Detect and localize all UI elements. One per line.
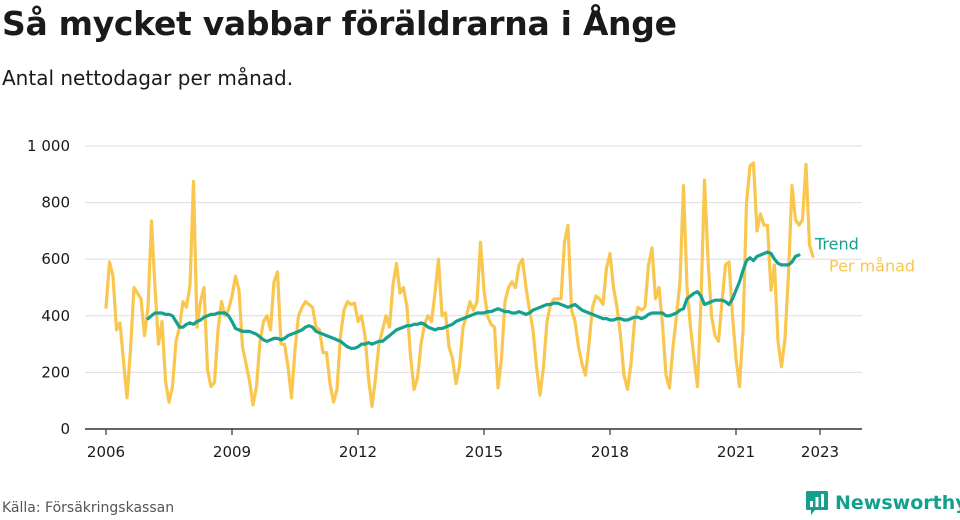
brand-logo[interactable]: Newsworthy — [805, 490, 960, 516]
series-line — [146, 250, 801, 350]
series-end-labels: Per månad Trend — [814, 235, 915, 276]
x-axis: 2006 2009 2012 2015 2018 2021 2023 — [85, 428, 862, 461]
series-line — [104, 161, 815, 408]
y-tick-label: 400 — [41, 307, 70, 325]
source-credit: Källa: Försäkringskassan — [2, 500, 175, 516]
x-tick-label: 2023 — [801, 443, 839, 461]
x-tick-label: 2012 — [339, 443, 377, 461]
x-tick-label: 2006 — [87, 443, 125, 461]
y-tick-label: 600 — [41, 250, 70, 268]
page-subtitle: Antal nettodagar per månad. — [2, 66, 294, 90]
y-tick-label: 1 000 — [27, 137, 70, 155]
bar-chart-logo-icon — [806, 491, 828, 515]
series-lines — [104, 161, 815, 408]
x-tick-label: 2018 — [591, 443, 629, 461]
y-tick-label: 200 — [41, 363, 70, 381]
y-tick-label: 800 — [41, 194, 70, 212]
y-axis-tick-labels: 0 200 400 600 800 1 000 — [27, 137, 70, 438]
x-tick-label: 2009 — [213, 443, 251, 461]
series-end-label: Trend — [814, 235, 859, 254]
brand-name: Newsworthy — [835, 492, 960, 514]
x-tick-label: 2015 — [465, 443, 503, 461]
y-tick-label: 0 — [60, 420, 70, 438]
x-tick-label: 2021 — [717, 443, 755, 461]
page-title: Så mycket vabbar föräldrarna i Ånge — [2, 4, 677, 43]
series-end-label: Per månad — [829, 257, 915, 276]
